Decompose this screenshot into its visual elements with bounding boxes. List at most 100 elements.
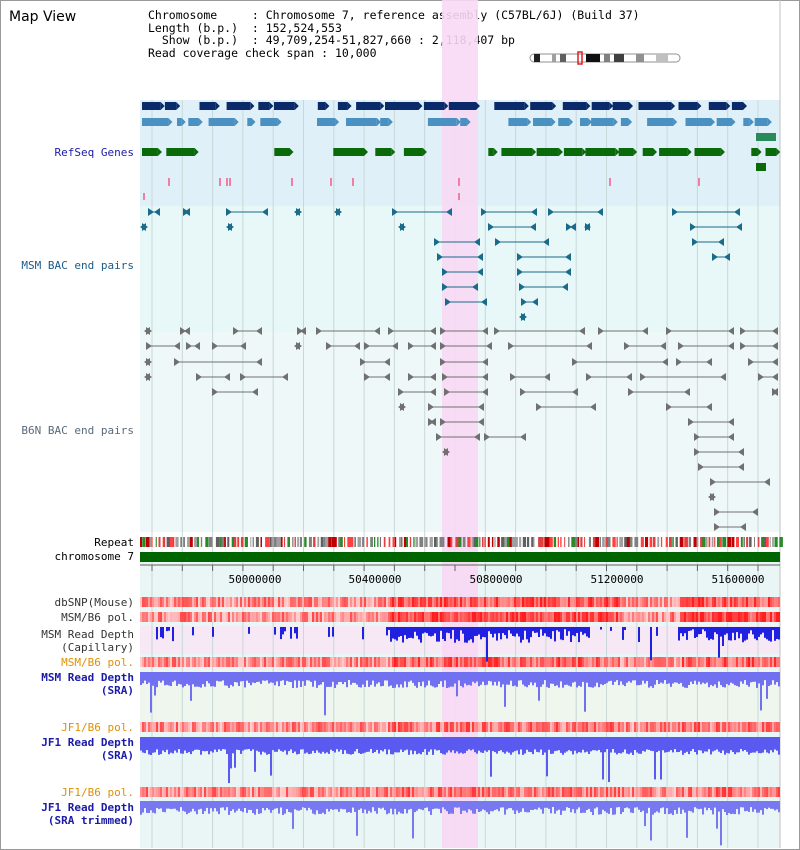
msm-b6-pol-2-cell: [412, 657, 414, 667]
track-label-jf1-b6-pol-2[interactable]: JF1/B6 pol.: [61, 786, 134, 799]
jf1-b6-pol-cell: [520, 722, 522, 732]
jf1-sra-depth-bar: [342, 737, 344, 754]
jf1-b6-pol-2-cell: [450, 787, 452, 797]
track-label-repeat[interactable]: Repeat: [94, 536, 134, 549]
jf1-trimmed-depth-bar: [492, 801, 494, 812]
repeat-block: [383, 537, 386, 547]
dbsnp-cell: [162, 597, 164, 607]
msm-b6-pol-2-cell: [616, 657, 618, 667]
refseq-gene-mid: [208, 118, 235, 126]
jf1-b6-pol-2-cell: [296, 787, 298, 797]
msm-b6-pol-2-cell: [622, 657, 624, 667]
msm-sra-depth-bar: [372, 672, 374, 681]
msm-b6-pol-2-cell: [190, 657, 192, 667]
track-label-refseq[interactable]: RefSeq Genes: [54, 146, 134, 159]
jf1-b6-pol-2-cell: [578, 787, 580, 797]
jf1-b6-pol-2-cell: [492, 787, 494, 797]
track-label-jf1-depth-trimmed[interactable]: JF1 Read Depth: [41, 801, 134, 814]
jf1-b6-pol-2-cell: [262, 787, 264, 797]
jf1-trimmed-depth-bar: [660, 801, 662, 809]
msm-b6-pol-cell: [484, 612, 486, 622]
msm-bac-pair-end: [519, 283, 525, 291]
refseq-gene-green: [563, 148, 583, 156]
jf1-trimmed-depth-bar: [592, 801, 594, 815]
msm-sra-depth-bar: [762, 672, 764, 686]
msm-capillary-depth-bar: [638, 627, 640, 642]
jf1-sra-depth-bar: [242, 737, 244, 751]
jf1-trimmed-depth-bar: [490, 801, 492, 812]
jf1-b6-pol-2-cell: [596, 787, 598, 797]
msm-b6-pol-cell: [350, 612, 352, 622]
track-label-dbsnp[interactable]: dbSNP(Mouse): [54, 596, 134, 609]
dbsnp-cell: [220, 597, 222, 607]
msm-b6-pol-cell: [252, 612, 254, 622]
jf1-b6-pol-cell: [534, 722, 536, 732]
track-label-msm-depth-capillary[interactable]: MSM Read Depth: [41, 628, 134, 641]
track-label-jf1-b6-pol-1[interactable]: JF1/B6 pol.: [61, 721, 134, 734]
msm-b6-pol-2-cell: [396, 657, 398, 667]
dbsnp-cell: [224, 597, 226, 607]
msm-sra-depth-bar: [534, 672, 536, 683]
jf1-trimmed-depth-bar: [236, 801, 238, 811]
jf1-trimmed-depth-bar: [468, 801, 470, 810]
msm-sra-depth-bar: [202, 672, 204, 685]
track-label-jf1-depth-sra[interactable]: JF1 Read Depth: [41, 736, 134, 749]
jf1-trimmed-depth-bar: [382, 801, 384, 808]
b6n-bac-pair-end: [720, 373, 726, 381]
repeat-block: [722, 537, 727, 547]
msm-b6-pol-2-cell: [714, 657, 716, 667]
jf1-trimmed-depth-bar: [364, 801, 366, 810]
msm-sra-depth-bar: [502, 672, 504, 685]
track-label-msm-b6-pol-2[interactable]: MSM/B6 pol.: [61, 656, 134, 669]
refseq-gene-green-arrow: [422, 148, 427, 156]
jf1-trimmed-depth-bar: [544, 801, 546, 808]
dbsnp-cell: [188, 597, 190, 607]
jf1-trimmed-depth-bar: [214, 801, 216, 809]
jf1-trimmed-depth-bar: [292, 801, 294, 829]
msm-sra-depth-bar: [288, 672, 290, 682]
b6n-bac-pair-end: [360, 358, 366, 366]
b6n-bac-pair-end: [520, 433, 526, 441]
jf1-b6-pol-2-cell: [398, 787, 400, 797]
msm-b6-pol-2-cell: [364, 657, 366, 667]
msm-b6-pol-2-cell: [228, 657, 230, 667]
repeat-block: [717, 537, 721, 547]
b6n-bac-pair-end: [482, 388, 488, 396]
track-label-msm-depth-sra[interactable]: MSM Read Depth: [41, 671, 134, 684]
msm-sra-depth-bar: [672, 672, 674, 684]
jf1-b6-pol-2-cell: [414, 787, 416, 797]
jf1-b6-pol-2-cell: [328, 787, 330, 797]
msm-b6-pol-2-cell: [296, 657, 298, 667]
jf1-b6-pol-cell: [300, 722, 302, 732]
msm-b6-pol-cell: [426, 612, 428, 622]
repeat-block: [649, 537, 653, 547]
jf1-sra-depth-bar: [228, 737, 230, 784]
msm-sra-depth-bar: [272, 672, 274, 683]
jf1-b6-pol-2-cell: [400, 787, 402, 797]
track-label-b6n-bac[interactable]: B6N BAC end pairs: [21, 424, 134, 437]
repeat-block: [244, 537, 248, 547]
dbsnp-cell: [728, 597, 730, 607]
jf1-trimmed-depth-bar: [226, 801, 228, 808]
msm-b6-pol-cell: [532, 612, 534, 622]
msm-sra-depth-bar: [148, 672, 150, 683]
jf1-b6-pol-2-cell: [442, 787, 444, 797]
jf1-trimmed-depth-bar: [356, 801, 358, 836]
repeat-block: [736, 537, 739, 547]
track-label-msm-b6-pol-1[interactable]: MSM/B6 pol.: [61, 611, 134, 624]
refseq-gene-mid-arrow: [198, 118, 203, 126]
jf1-sra-depth-bar: [240, 737, 242, 754]
dbsnp-cell: [394, 597, 396, 607]
jf1-trimmed-depth-bar: [172, 801, 174, 809]
jf1-sra-depth-bar: [388, 737, 390, 750]
msm-b6-pol-cell: [482, 612, 484, 622]
jf1-b6-pol-2-cell: [272, 787, 274, 797]
msm-sra-depth-bar: [718, 672, 720, 682]
msm-b6-pol-cell: [498, 612, 500, 622]
track-label-msm-bac[interactable]: MSM BAC end pairs: [21, 259, 134, 272]
msm-b6-pol-2-cell: [402, 657, 404, 667]
msm-capillary-depth-bar: [720, 627, 722, 637]
repeat-block: [769, 537, 771, 547]
dbsnp-cell: [254, 597, 256, 607]
